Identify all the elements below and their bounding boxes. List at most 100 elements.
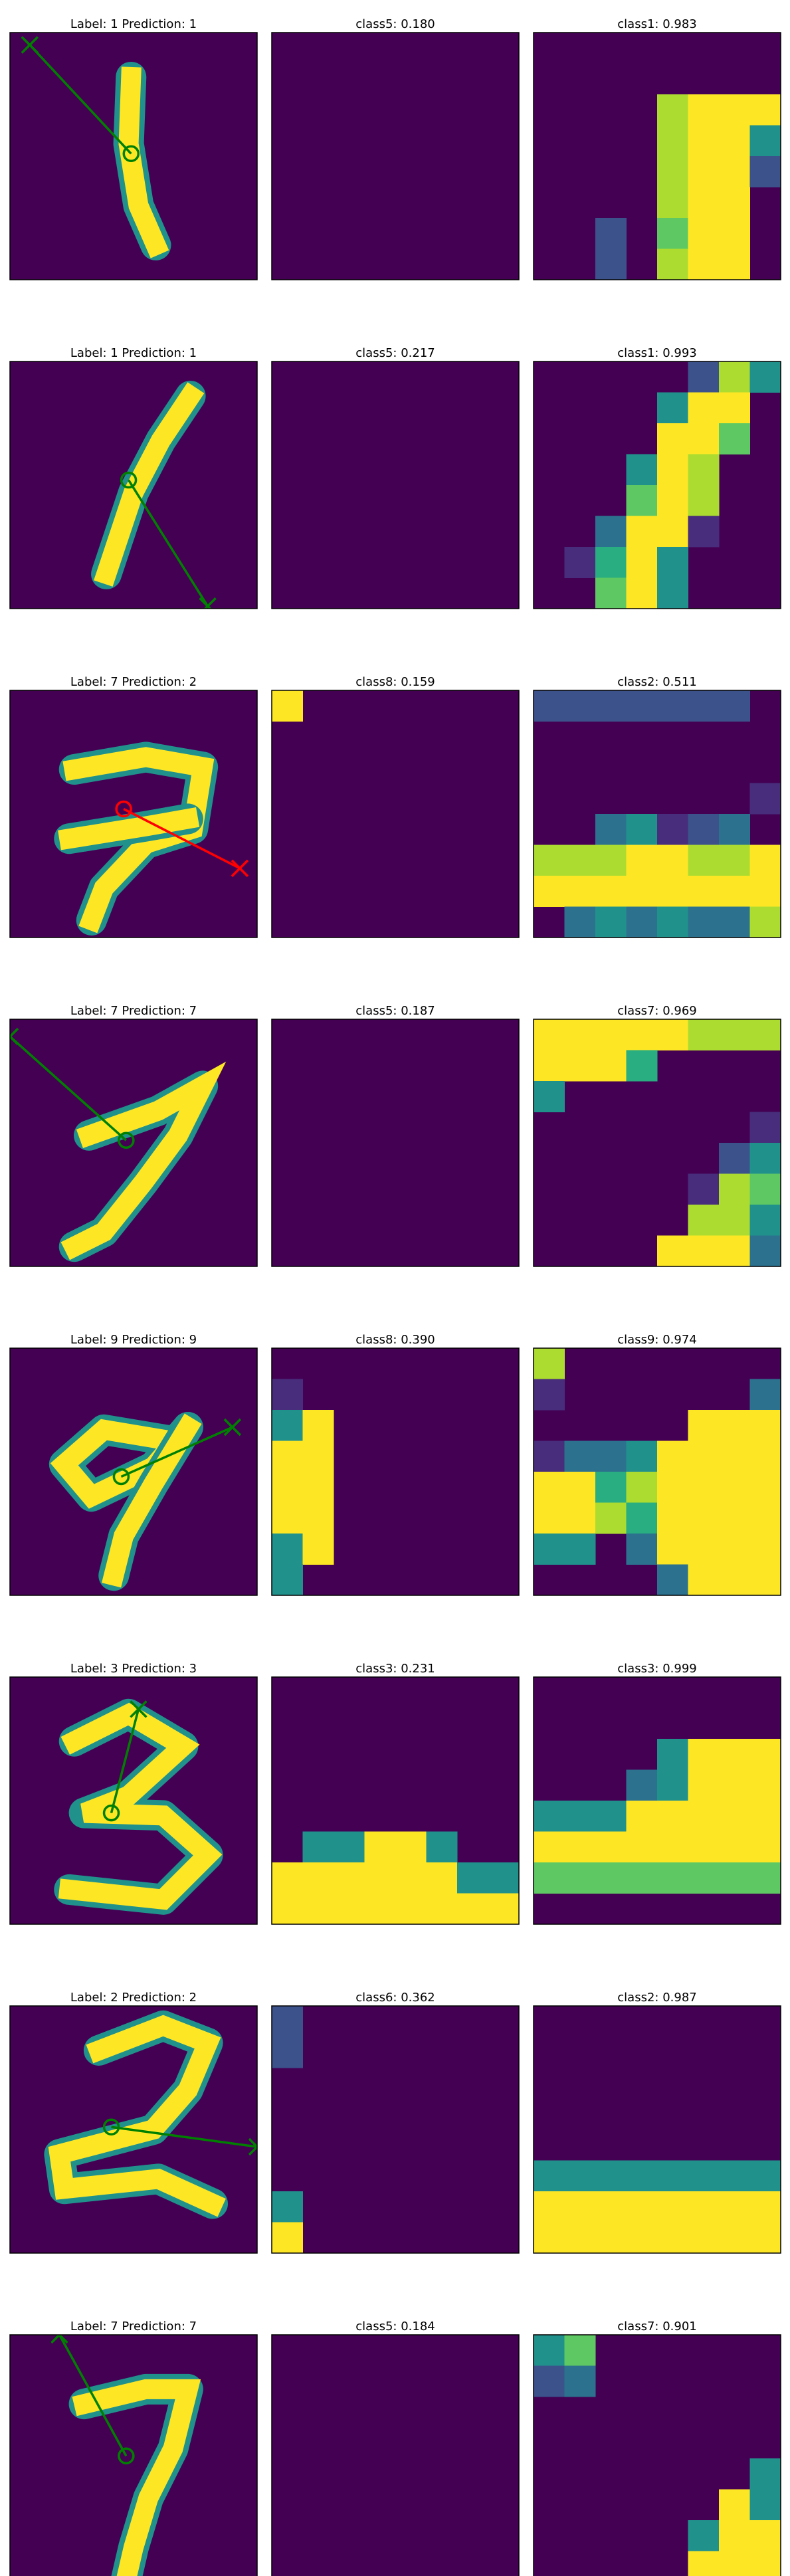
heatmap-cell xyxy=(657,844,688,876)
heatmap-cell xyxy=(395,1862,427,1894)
heatmap-cell xyxy=(272,1502,303,1534)
panel-title: class3: 0.231 xyxy=(355,1662,435,1676)
heatmap-cell xyxy=(688,2551,720,2576)
heatmap-cell xyxy=(749,1831,781,1863)
heatmap-cell xyxy=(626,2160,658,2192)
heatmap-cell xyxy=(657,1019,688,1050)
heatmap-cell xyxy=(749,844,781,876)
heatmap-cell xyxy=(488,1893,519,1924)
heatmap-cell xyxy=(564,1019,596,1050)
figure-panel: class5: 0.180 xyxy=(271,17,520,280)
heatmap-cell xyxy=(749,2222,781,2253)
heatmap-cell xyxy=(749,1235,781,1266)
heatmap-cell xyxy=(564,2335,596,2366)
heatmap-cell xyxy=(626,1534,658,1565)
start-marker xyxy=(112,1468,130,1486)
heatmap-cell xyxy=(719,125,750,157)
heatmap-cell xyxy=(749,783,781,815)
panel-title: Label: 9 Prediction: 9 xyxy=(70,1333,197,1347)
heatmap-cell xyxy=(688,814,720,845)
heatmap-cell xyxy=(595,2191,627,2223)
panel-title: Label: 7 Prediction: 7 xyxy=(70,1004,197,1018)
heatmap-cell xyxy=(688,2160,720,2192)
figure-panel: class8: 0.390 xyxy=(271,1333,520,1596)
figure-panel: Label: 7 Prediction: 7 xyxy=(9,2320,258,2576)
heatmap-cell xyxy=(749,906,781,938)
panel-title: Label: 7 Prediction: 2 xyxy=(70,675,197,689)
digit-stroke xyxy=(60,1061,227,1260)
heatmap-cell xyxy=(657,690,688,722)
panel-title: class2: 0.511 xyxy=(617,675,696,689)
figure-panel: Label: 1 Prediction: 1 xyxy=(9,17,258,280)
panel-frame xyxy=(533,690,781,938)
heatmap-cell xyxy=(564,1831,596,1863)
heatmap-cell xyxy=(395,1831,427,1863)
figure-panel: Label: 1 Prediction: 1 xyxy=(9,346,258,609)
figure-panel: class5: 0.187 xyxy=(271,1004,520,1267)
heatmap-cell xyxy=(595,218,627,249)
heatmap-cell xyxy=(534,1348,565,1379)
heatmap-cell xyxy=(626,906,658,938)
heatmap-cell xyxy=(626,844,658,876)
heatmap-cell xyxy=(749,1112,781,1143)
heatmap-cell xyxy=(688,125,720,157)
heatmap-cell xyxy=(595,2160,627,2192)
panel-frame xyxy=(9,1347,258,1596)
panel-frame xyxy=(9,32,258,280)
heatmap-cell xyxy=(657,94,688,126)
start-marker xyxy=(102,1804,120,1822)
panel-title: Label: 1 Prediction: 1 xyxy=(70,346,197,360)
panel-background xyxy=(272,361,519,609)
heatmap-cell xyxy=(688,361,720,393)
heatmap-cell xyxy=(688,1564,720,1595)
direction-line xyxy=(123,808,241,870)
panel-frame xyxy=(271,2005,520,2254)
heatmap-cell xyxy=(457,1893,488,1924)
end-marker xyxy=(248,2137,257,2156)
heatmap-cell xyxy=(626,1019,658,1050)
heatmap-cell xyxy=(534,1081,565,1112)
heatmap-cell xyxy=(719,1440,750,1472)
heatmap-cell xyxy=(719,1472,750,1503)
heatmap-cell xyxy=(564,1050,596,1082)
heatmap-cell xyxy=(688,876,720,907)
heatmap-cell xyxy=(302,1410,334,1441)
heatmap-cell xyxy=(272,1410,303,1441)
heatmap-cell xyxy=(749,1472,781,1503)
heatmap-cell xyxy=(364,1862,396,1894)
heatmap-cell xyxy=(272,690,303,722)
panel-title: class1: 0.993 xyxy=(617,346,696,360)
end-marker xyxy=(223,1418,242,1437)
heatmap-cell xyxy=(302,1472,334,1503)
heatmap-cell xyxy=(564,1502,596,1534)
end-marker xyxy=(199,597,217,609)
panel-background xyxy=(272,33,519,280)
heatmap-cell xyxy=(534,1472,565,1503)
panel-frame xyxy=(533,361,781,609)
heatmap-cell xyxy=(657,2222,688,2253)
heatmap-cell xyxy=(688,2191,720,2223)
heatmap-cell xyxy=(626,577,658,609)
heatmap-cell xyxy=(595,876,627,907)
heatmap-cell xyxy=(688,1769,720,1801)
heatmap-cell xyxy=(272,1534,303,1565)
heatmap-cell xyxy=(626,1050,658,1082)
heatmap-cell xyxy=(564,1472,596,1503)
figure-panel: Label: 9 Prediction: 9 xyxy=(9,1333,258,1596)
start-marker xyxy=(115,800,132,818)
figure-panel: Label: 7 Prediction: 2 xyxy=(9,675,258,938)
heatmap-cell xyxy=(719,361,750,393)
heatmap-cell xyxy=(657,1564,688,1595)
panel-frame xyxy=(533,32,781,280)
figure-panel: class3: 0.999 xyxy=(533,1662,781,1925)
heatmap-cell xyxy=(719,187,750,219)
end-marker xyxy=(10,1027,19,1046)
heatmap-cell xyxy=(749,1440,781,1472)
heatmap-cell xyxy=(657,1739,688,1770)
heatmap-cell xyxy=(688,906,720,938)
direction-line xyxy=(110,1708,140,1814)
heatmap-cell xyxy=(657,577,688,609)
heatmap-cell xyxy=(626,516,658,547)
heatmap-cell xyxy=(719,156,750,187)
heatmap-cell xyxy=(688,218,720,249)
